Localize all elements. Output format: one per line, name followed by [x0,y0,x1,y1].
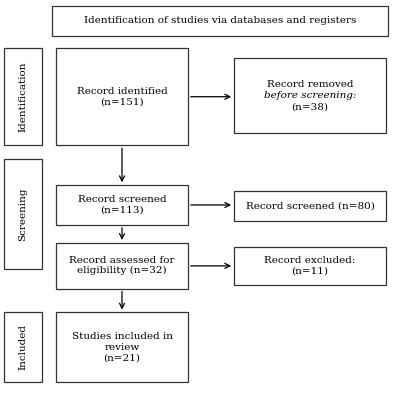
Text: Identification: Identification [18,61,28,132]
Text: Record identified
(n=151): Record identified (n=151) [77,87,167,106]
Text: (n=11): (n=11) [292,267,328,276]
Text: Identification of studies via databases and registers: Identification of studies via databases … [84,16,356,25]
Text: before screening:: before screening: [264,91,356,100]
Text: (n=38): (n=38) [292,102,328,111]
Text: Record assessed for
eligibility (n=32): Record assessed for eligibility (n=32) [69,256,175,275]
Bar [56,185,188,225]
Text: Included: Included [18,324,28,370]
Text: Record removed: Record removed [267,80,353,89]
Bar [56,243,188,289]
Text: Record screened (n=80): Record screened (n=80) [246,201,374,211]
Bar [234,58,386,133]
Bar [52,6,388,36]
Bar [4,159,42,269]
Bar [56,48,188,145]
Text: Screening: Screening [18,187,28,241]
Text: Record screened
(n=113): Record screened (n=113) [78,195,166,215]
Bar [234,247,386,285]
Text: Record excluded:: Record excluded: [264,256,356,265]
Text: Studies included in
review
(n=21): Studies included in review (n=21) [72,332,172,362]
Bar [4,48,42,145]
Bar [234,191,386,221]
Bar [4,312,42,382]
Bar [56,312,188,382]
